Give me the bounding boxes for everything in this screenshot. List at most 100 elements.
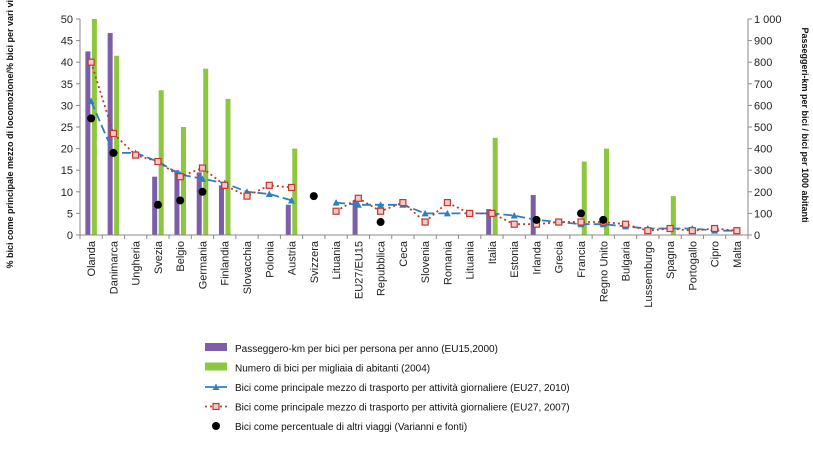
y2-tick-label: 700 — [754, 79, 772, 91]
y2-tick-label: 400 — [754, 144, 772, 156]
y-tick-label: 20 — [61, 144, 73, 156]
bar-series-2 — [203, 68, 209, 236]
legend-label: Bici come percentuale di altri viaggi (V… — [235, 422, 467, 433]
line-point — [443, 209, 451, 217]
line-point — [555, 218, 563, 226]
line-point — [109, 129, 118, 138]
line-point — [466, 209, 474, 217]
y2-tick-label: 200 — [754, 187, 772, 199]
scatter-point — [176, 196, 185, 205]
y-tick-label: 0 — [67, 230, 73, 242]
scatter-point — [153, 200, 162, 209]
line-point — [399, 199, 407, 207]
category-label: Irlanda — [531, 240, 543, 275]
category-label: Grecia — [554, 240, 566, 273]
category-label: Lituania — [465, 240, 477, 279]
category-labels-layer: Olanda Danimarca Ungheria Svezia Belgio Germa… — [86, 240, 744, 308]
y2-tick-label: 900 — [754, 36, 772, 48]
line-point — [221, 181, 229, 189]
bar-series-1 — [218, 185, 224, 235]
legend-marker — [212, 383, 220, 390]
y-tick-label: 15 — [61, 165, 73, 177]
bar-series-2 — [581, 161, 587, 235]
line-point — [154, 157, 162, 166]
category-label: Slovacchia — [242, 240, 254, 294]
legend-swatch — [205, 343, 227, 351]
category-label: Regno Unito — [598, 241, 610, 302]
line-point — [87, 58, 95, 66]
line-point — [288, 196, 296, 204]
bar-series-2 — [604, 148, 610, 235]
category-label: Bulgaria — [621, 240, 633, 281]
scatter-point — [87, 114, 96, 123]
scatter-point — [532, 215, 541, 224]
legend-label: Numero di bici per migliaia di abitanti … — [235, 364, 430, 375]
y2-tick-label: 300 — [754, 165, 772, 177]
line-point — [421, 218, 429, 226]
line-point — [287, 183, 296, 192]
line-point — [621, 220, 630, 228]
y2-tick-label: 0 — [754, 230, 760, 242]
scatter-point — [309, 192, 318, 201]
y-tick-label: 35 — [61, 79, 73, 91]
legend-marker — [212, 422, 220, 430]
y-tick-label: 40 — [61, 57, 73, 69]
category-label: Lituania — [331, 240, 343, 279]
line-point — [510, 220, 518, 228]
y2-tick-label: 100 — [754, 208, 772, 220]
y-tick-label: 50 — [61, 14, 73, 26]
y-tick-label: 10 — [61, 187, 73, 199]
y-axis-title: % bici come principale mezzo di locomozi… — [5, 0, 15, 269]
legend-label: Bici come principale mezzo di trasporto … — [235, 403, 570, 414]
category-label: Repubblica — [376, 240, 388, 296]
scatter-point — [198, 187, 207, 196]
category-label: Spagna — [665, 240, 677, 279]
line-point — [644, 227, 652, 235]
category-label: Lussemburgo — [643, 241, 655, 308]
bar-series-1 — [530, 195, 536, 235]
y-tick-label: 25 — [61, 122, 73, 134]
category-label: Ungheria — [131, 240, 143, 286]
category-label: Portogallo — [687, 241, 699, 291]
line-point — [510, 212, 518, 219]
category-label: Polonia — [264, 240, 276, 278]
line-point — [421, 209, 429, 217]
y2-tick-label: 600 — [754, 100, 772, 112]
bar-series-2 — [91, 19, 97, 235]
category-label: Svezia — [153, 240, 165, 274]
line-point — [198, 164, 207, 172]
legend-label: Bici come principale mezzo di trasporto … — [235, 383, 570, 394]
line-point — [377, 207, 385, 215]
category-label: Finlandia — [220, 240, 232, 286]
scatter-point — [577, 209, 585, 218]
y-ticks-layer: 0510152025303540455001002003004005006007… — [61, 14, 782, 242]
scatter-point — [376, 218, 385, 227]
category-label: Italia — [487, 240, 499, 264]
line-point — [265, 181, 273, 189]
category-label: Belgio — [175, 241, 187, 272]
bar-series-1 — [285, 204, 291, 235]
legend-swatch — [205, 362, 227, 371]
line-point — [354, 201, 362, 208]
line-point — [176, 173, 184, 181]
lines-layer — [87, 58, 741, 235]
category-label: Romania — [442, 240, 454, 285]
bar-series-2 — [114, 55, 120, 235]
line-point — [488, 209, 496, 217]
scatter-point — [599, 215, 608, 224]
line-point — [733, 227, 741, 235]
category-label: Francia — [576, 240, 588, 278]
y-tick-label: 5 — [67, 208, 73, 220]
y2-axis-title: Passeggeri-km per bici / bici per 1000 a… — [800, 27, 810, 222]
scatter-point — [109, 148, 118, 157]
y2-tick-label: 500 — [754, 122, 772, 134]
axes-layer — [79, 19, 749, 239]
bar-series-1 — [352, 200, 358, 235]
y2-tick-label: 800 — [754, 57, 772, 69]
line-point — [443, 199, 451, 207]
line-point — [332, 207, 340, 215]
category-label: Cipro — [710, 241, 722, 267]
category-label: EU27/EU15 — [353, 241, 365, 299]
